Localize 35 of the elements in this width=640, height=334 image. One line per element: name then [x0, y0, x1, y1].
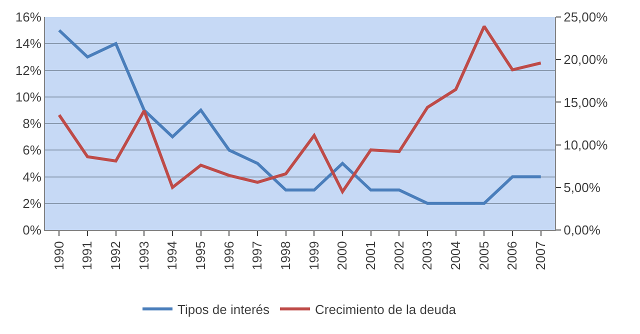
y-tick-label: 0%: [22, 222, 42, 238]
x-tick-label: 2000: [334, 241, 350, 270]
x-tick-label: 2005: [476, 241, 492, 270]
y2-tick-label: 5,00%: [564, 180, 601, 195]
y-tick-label: 8%: [22, 116, 42, 132]
y-tick-label: 6%: [22, 142, 42, 158]
x-tick-label: 1992: [108, 241, 124, 270]
y2-tick-label: 10,00%: [564, 137, 608, 152]
x-tick-label: 2004: [448, 241, 464, 270]
x-tick-label: 1994: [164, 241, 180, 270]
legend-label: Tipos de interés: [178, 302, 270, 317]
y2-tick-label: 20,00%: [564, 52, 608, 68]
y2-tick-label: 0,00%: [564, 222, 601, 238]
x-tick-label: 2003: [420, 241, 435, 270]
y-tick-label: 4%: [22, 169, 42, 184]
x-tick-label: 1990: [51, 241, 66, 270]
x-tick-label: 1999: [306, 241, 322, 270]
y-tick-label: 14%: [15, 36, 42, 52]
y2-tick-label: 25,00%: [564, 10, 608, 25]
y-tick-label: 2%: [22, 196, 42, 211]
x-tick-label: 2002: [391, 241, 406, 270]
legend-label: Crecimiento de la deuda: [315, 302, 457, 317]
y-tick-label: 12%: [15, 62, 42, 78]
x-tick-label: 2006: [504, 241, 520, 270]
y-tick-label: 10%: [15, 89, 42, 104]
x-tick-label: 1996: [221, 241, 236, 270]
y2-tick-label: 15,00%: [564, 94, 608, 110]
y-tick-label: 16%: [15, 10, 42, 25]
x-tick-label: 2001: [363, 241, 378, 270]
x-tick-label: 1997: [250, 241, 265, 270]
x-tick-label: 1995: [193, 241, 208, 270]
x-tick-label: 1998: [278, 241, 294, 270]
x-tick-label: 2007: [533, 241, 548, 270]
x-tick-label: 1991: [80, 241, 95, 270]
x-tick-label: 1993: [136, 241, 152, 270]
